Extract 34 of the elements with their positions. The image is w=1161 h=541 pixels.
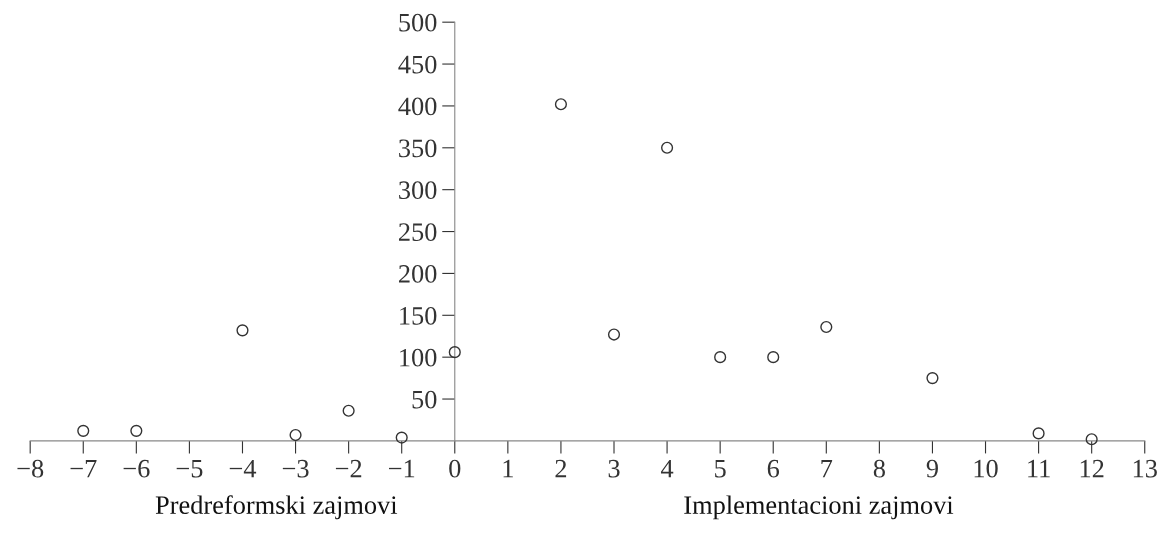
- x-tick-label: −6: [123, 459, 150, 478]
- y-tick-label: 300: [399, 181, 437, 200]
- x-tick-label: 13: [1133, 459, 1157, 478]
- x-tick-label: 0: [449, 459, 461, 478]
- x-tick-label: −2: [335, 459, 362, 478]
- y-tick-label: 500: [399, 13, 437, 32]
- x-tick-label: −7: [70, 460, 97, 478]
- x-tick-label: 1: [503, 459, 513, 478]
- y-tick-label: 200: [398, 265, 437, 283]
- x-tick-label: −8: [17, 459, 44, 478]
- x-tick-label: 4: [661, 459, 674, 478]
- x-tick-label: 10: [974, 459, 998, 478]
- x-tick-label: 2: [555, 459, 567, 478]
- y-tick-label: 450: [398, 55, 437, 74]
- x-tick-label: 8: [873, 459, 885, 478]
- x-tick-label: 5: [715, 460, 726, 478]
- x-tick-label: 9: [926, 459, 938, 478]
- x-tick-label: 7: [821, 460, 833, 478]
- y-tick-label: 100: [400, 348, 437, 367]
- text: Implementacioni zajmovi: [684, 495, 954, 520]
- x-tick-label: −3: [282, 459, 309, 478]
- x-tick-label: 12: [1080, 459, 1104, 478]
- y-tick-label: 350: [399, 139, 437, 158]
- y-tick-label: 50: [412, 390, 437, 409]
- text: Predreformski zajmovi: [155, 495, 398, 520]
- x-tick-label: −5: [176, 460, 203, 478]
- x-tick-label: 6: [767, 459, 780, 478]
- y-tick-label: 150: [400, 306, 437, 325]
- x-tick-label: 3: [608, 459, 620, 478]
- x-tick-label: −1: [388, 459, 415, 478]
- x-tick-label: −4: [229, 459, 257, 478]
- y-tick-label: 250: [398, 223, 437, 241]
- y-tick-label: 400: [398, 97, 437, 116]
- x-tick-label: 11: [1028, 459, 1050, 478]
